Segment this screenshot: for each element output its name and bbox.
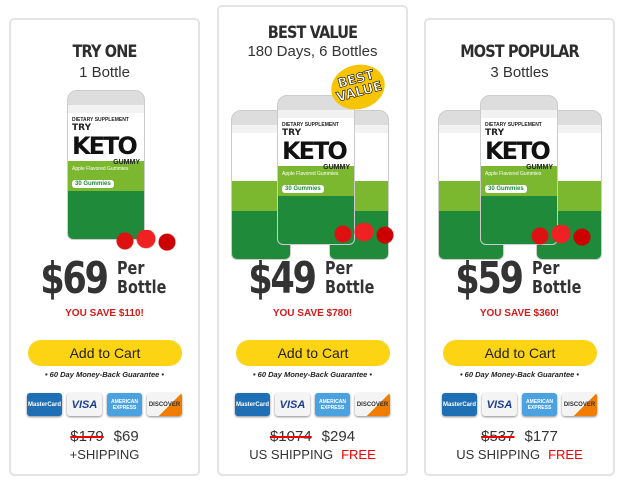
- visa-icon: VISA: [67, 393, 102, 416]
- savings: YOU SAVE $360!: [479, 308, 560, 319]
- label-try: TRY: [72, 123, 92, 133]
- amex-icon: AMERICAN EXPRESS: [522, 393, 557, 416]
- per-bottle-label: Per Bottle: [531, 258, 582, 298]
- discover-icon: DISCOVER: [562, 393, 597, 416]
- label-try: TRY: [485, 128, 505, 138]
- price-value: $49: [248, 253, 317, 304]
- price-summary: $537 $177: [426, 428, 613, 445]
- price-value: $59: [455, 253, 524, 304]
- gummies: [329, 223, 399, 245]
- guarantee: • 60 Day Money-Back Guarantee •: [459, 370, 580, 379]
- price-summary: $179 $69: [11, 428, 198, 445]
- card-title: MOST POPULAR: [460, 42, 579, 62]
- amex-icon: AMERICAN EXPRESS: [315, 393, 350, 416]
- label-supplement: DIETARY SUPPLEMENT: [485, 122, 542, 128]
- label-gummy: GUMMY: [323, 164, 350, 171]
- label-keto: KETO: [72, 132, 138, 160]
- total-price: $69: [113, 428, 139, 445]
- original-price: $537: [481, 428, 515, 445]
- product-image: DIETARY SUPPLEMENT TRY KETO GUMMY Apple Flav…: [426, 95, 613, 260]
- free-label: FREE: [341, 447, 376, 462]
- card-subtitle: 180 Days, 6 Bottles: [247, 43, 378, 60]
- savings: YOU SAVE $780!: [272, 308, 353, 319]
- shipping: US SHIPPING FREE: [426, 447, 613, 462]
- visa-icon: VISA: [482, 393, 517, 416]
- shipping-label: US SHIPPING: [249, 447, 334, 462]
- gummies: [111, 230, 181, 252]
- product-image: DIETARY SUPPLEMENT TRY KETO GUMMY Apple Flav…: [219, 58, 406, 260]
- per-bottle-label: Per Bottle: [324, 258, 375, 298]
- label-gummy: GUMMY: [113, 159, 140, 166]
- card-title: BEST VALUE: [267, 23, 358, 43]
- free-label: FREE: [548, 447, 583, 462]
- card-subtitle: 1 Bottle: [79, 64, 130, 81]
- card-title: TRY ONE: [72, 42, 138, 62]
- shipping: +SHIPPING: [11, 447, 198, 462]
- label-try: TRY: [282, 128, 302, 138]
- add-to-cart-button[interactable]: Add to Cart: [443, 340, 597, 366]
- label-count: 30 Gummies: [282, 185, 324, 193]
- discover-icon: DISCOVER: [147, 393, 182, 416]
- total-price: $177: [524, 428, 558, 445]
- mastercard-icon: MasterCard: [27, 393, 62, 416]
- amex-icon: AMERICAN EXPRESS: [107, 393, 142, 416]
- payment-icons: MasterCard VISA AMERICAN EXPRESS DISCOVER: [235, 393, 390, 416]
- offer-card-2: BEST VALUE 180 Days, 6 Bottles DIETARY S…: [217, 5, 408, 476]
- add-to-cart-button[interactable]: Add to Cart: [28, 340, 182, 366]
- offer-card-3: MOST POPULAR 3 Bottles DIETARY SUPPLEMEN…: [424, 18, 615, 476]
- product-image: DIETARY SUPPLEMENT TRY KETO GUMMY Apple Flav…: [11, 90, 198, 255]
- label-gummy: GUMMY: [526, 164, 553, 171]
- guarantee: • 60 Day Money-Back Guarantee •: [252, 370, 373, 379]
- price: $59 Per Bottle: [426, 256, 613, 302]
- bottle: DIETARY SUPPLEMENT TRY KETO GUMMY Apple Flav…: [67, 90, 145, 240]
- guarantee: • 60 Day Money-Back Guarantee •: [44, 370, 165, 379]
- total-price: $294: [321, 428, 356, 445]
- price-value: $69: [40, 253, 109, 304]
- label-supplement: DIETARY SUPPLEMENT: [282, 122, 339, 128]
- offer-card-1: TRY ONE 1 Bottle DIETARY SUPPLEMENT TRY KE…: [9, 18, 200, 476]
- payment-icons: MasterCard VISA AMERICAN EXPRESS DISCOVER: [27, 393, 182, 416]
- per-bottle-label: Per Bottle: [116, 258, 167, 298]
- original-price: $1074: [269, 428, 312, 445]
- card-subtitle: 3 Bottles: [490, 64, 549, 81]
- gummies: [526, 225, 596, 247]
- mastercard-icon: MasterCard: [442, 393, 477, 416]
- label-keto: KETO: [282, 137, 348, 165]
- shipping: US SHIPPING FREE: [219, 447, 406, 462]
- savings: YOU SAVE $110!: [65, 308, 144, 319]
- price-summary: $1074 $294: [219, 428, 406, 445]
- label-flavor: Apple Flavored Gummies: [485, 171, 542, 177]
- shipping-label: +SHIPPING: [69, 447, 140, 462]
- shipping-label: US SHIPPING: [456, 447, 541, 462]
- payment-icons: MasterCard VISA AMERICAN EXPRESS DISCOVER: [442, 393, 597, 416]
- label-count: 30 Gummies: [72, 180, 114, 188]
- original-price: $179: [70, 428, 104, 445]
- bottle: DIETARY SUPPLEMENT TRY KETO GUMMY Apple Flav…: [480, 95, 558, 245]
- label-keto: KETO: [485, 137, 551, 165]
- label-supplement: DIETARY SUPPLEMENT: [72, 117, 129, 123]
- visa-icon: VISA: [275, 393, 310, 416]
- price: $49 Per Bottle: [219, 256, 406, 302]
- bottle: DIETARY SUPPLEMENT TRY KETO GUMMY Apple Flav…: [277, 95, 355, 245]
- label-count: 30 Gummies: [485, 185, 527, 193]
- discover-icon: DISCOVER: [355, 393, 390, 416]
- label-flavor: Apple Flavored Gummies: [282, 171, 339, 177]
- price: $69 Per Bottle: [11, 256, 198, 302]
- mastercard-icon: MasterCard: [235, 393, 270, 416]
- add-to-cart-button[interactable]: Add to Cart: [236, 340, 390, 366]
- label-flavor: Apple Flavored Gummies: [72, 166, 129, 172]
